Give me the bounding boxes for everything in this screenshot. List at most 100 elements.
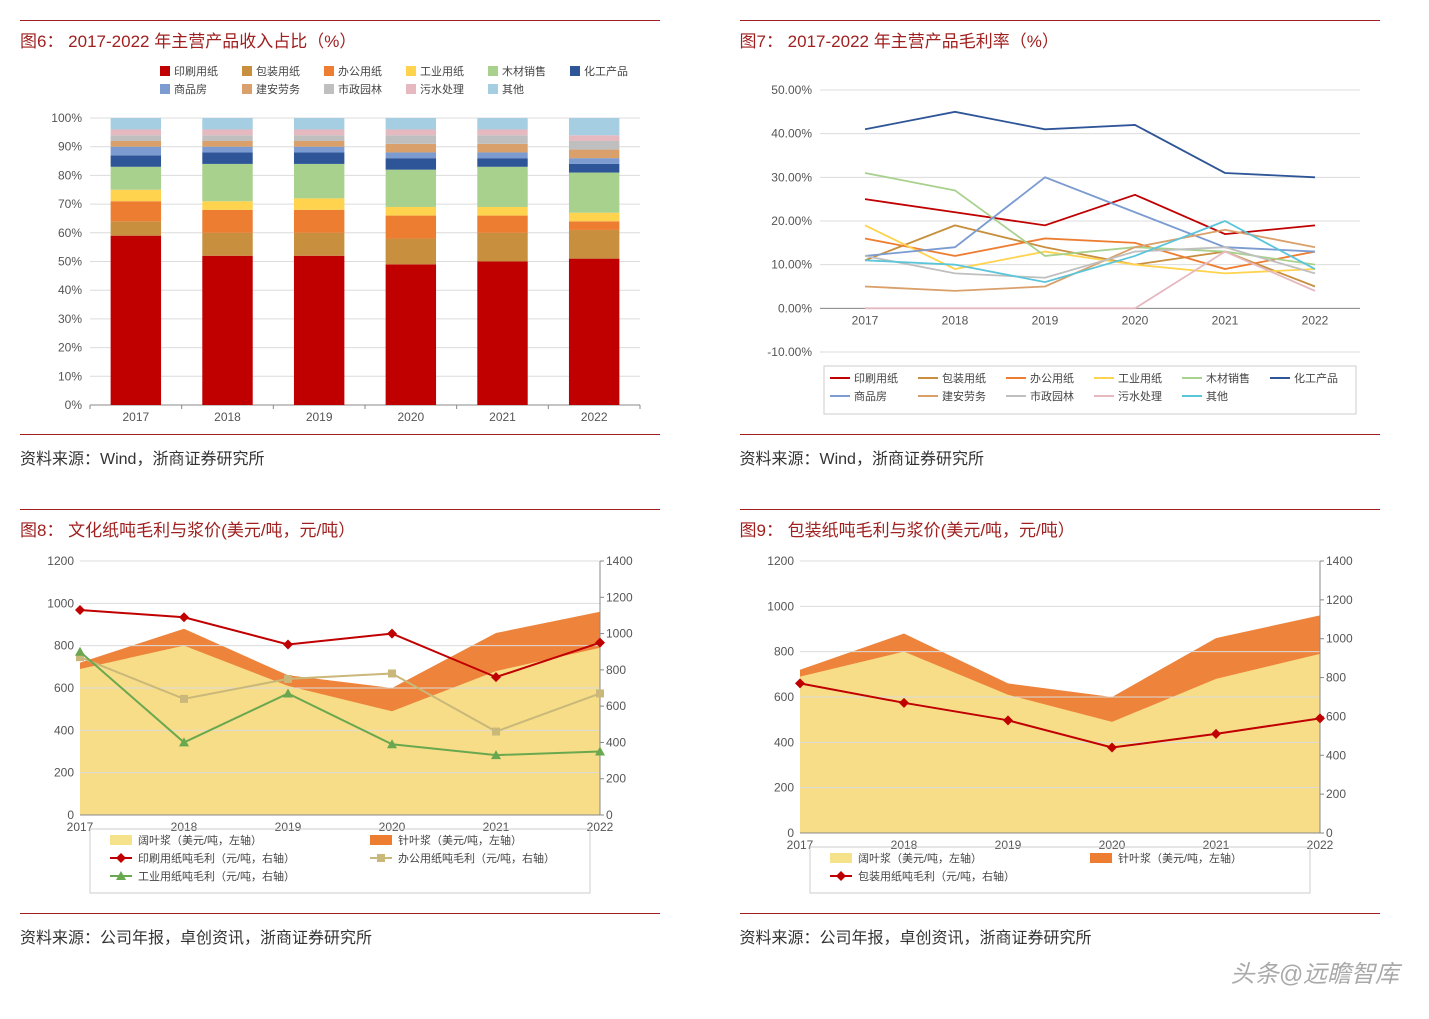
svg-text:1000: 1000 bbox=[767, 599, 794, 613]
svg-text:50%: 50% bbox=[58, 255, 82, 269]
svg-text:2019: 2019 bbox=[994, 838, 1021, 852]
svg-text:400: 400 bbox=[1326, 748, 1346, 762]
svg-text:2022: 2022 bbox=[581, 410, 608, 424]
svg-text:办公用纸: 办公用纸 bbox=[338, 65, 382, 78]
svg-text:建安劳务: 建安劳务 bbox=[942, 389, 986, 403]
svg-text:建安劳务: 建安劳务 bbox=[256, 82, 300, 96]
svg-text:2020: 2020 bbox=[1121, 313, 1148, 327]
svg-text:木材销售: 木材销售 bbox=[1206, 371, 1250, 385]
svg-text:2022: 2022 bbox=[1306, 838, 1333, 852]
fig8-title: 图8： 文化纸吨毛利与浆价(美元/吨，元/吨） bbox=[20, 509, 660, 541]
svg-text:市政园林: 市政园林 bbox=[1030, 389, 1074, 403]
svg-text:1400: 1400 bbox=[1326, 554, 1353, 568]
svg-text:2020: 2020 bbox=[397, 410, 424, 424]
figure-6: 图6： 2017-2022 年主营产品收入占比（%） 印刷用纸包装用纸办公用纸工… bbox=[20, 20, 660, 469]
svg-text:2020: 2020 bbox=[1098, 838, 1125, 852]
svg-text:包装用纸: 包装用纸 bbox=[942, 372, 986, 385]
svg-text:1200: 1200 bbox=[47, 554, 74, 568]
svg-text:1000: 1000 bbox=[1326, 632, 1353, 646]
svg-text:-10.00%: -10.00% bbox=[767, 345, 812, 359]
svg-text:800: 800 bbox=[606, 663, 626, 677]
svg-text:200: 200 bbox=[1326, 787, 1346, 801]
svg-text:工业用纸吨毛利（元/吨，右轴）: 工业用纸吨毛利（元/吨，右轴） bbox=[138, 869, 295, 883]
svg-text:2021: 2021 bbox=[1202, 838, 1229, 852]
svg-text:60%: 60% bbox=[58, 226, 82, 240]
svg-text:其他: 其他 bbox=[502, 83, 524, 96]
svg-text:0.00%: 0.00% bbox=[777, 301, 811, 315]
svg-text:包装用纸吨毛利（元/吨，右轴）: 包装用纸吨毛利（元/吨，右轴） bbox=[858, 869, 1015, 883]
svg-text:针叶浆（美元/吨，左轴）: 针叶浆（美元/吨，左轴） bbox=[398, 833, 522, 847]
fig8-chart: 0200400600800100012000200400600800100012… bbox=[20, 549, 660, 914]
svg-text:600: 600 bbox=[773, 690, 793, 704]
fig9-source: 资料来源：公司年报，卓创资讯，浙商证券研究所 bbox=[740, 924, 1380, 948]
svg-text:400: 400 bbox=[606, 735, 626, 749]
svg-text:2018: 2018 bbox=[171, 820, 198, 834]
svg-text:800: 800 bbox=[1326, 671, 1346, 685]
fig7-chart: -10.00%0.00%10.00%20.00%30.00%40.00%50.0… bbox=[740, 60, 1380, 435]
svg-text:30.00%: 30.00% bbox=[771, 170, 812, 184]
svg-text:其他: 其他 bbox=[1206, 390, 1228, 403]
svg-text:2017: 2017 bbox=[122, 410, 149, 424]
svg-text:0%: 0% bbox=[65, 398, 83, 412]
svg-text:50.00%: 50.00% bbox=[771, 83, 812, 97]
svg-text:2022: 2022 bbox=[587, 820, 614, 834]
figure-8: 图8： 文化纸吨毛利与浆价(美元/吨，元/吨） 0200400600800100… bbox=[20, 509, 660, 948]
svg-text:2019: 2019 bbox=[275, 820, 302, 834]
svg-text:木材销售: 木材销售 bbox=[502, 64, 546, 78]
svg-text:市政园林: 市政园林 bbox=[338, 82, 382, 96]
svg-text:10%: 10% bbox=[58, 369, 82, 383]
svg-text:20%: 20% bbox=[58, 341, 82, 355]
svg-text:2022: 2022 bbox=[1301, 313, 1328, 327]
svg-text:200: 200 bbox=[606, 772, 626, 786]
svg-text:1200: 1200 bbox=[1326, 593, 1353, 607]
svg-text:40%: 40% bbox=[58, 283, 82, 297]
svg-text:1000: 1000 bbox=[606, 627, 633, 641]
svg-text:办公用纸: 办公用纸 bbox=[1030, 372, 1074, 385]
svg-text:30%: 30% bbox=[58, 312, 82, 326]
svg-text:800: 800 bbox=[773, 645, 793, 659]
svg-text:90%: 90% bbox=[58, 140, 82, 154]
svg-text:2018: 2018 bbox=[890, 838, 917, 852]
svg-text:10.00%: 10.00% bbox=[771, 258, 812, 272]
svg-text:20.00%: 20.00% bbox=[771, 214, 812, 228]
svg-text:400: 400 bbox=[773, 735, 793, 749]
svg-text:2021: 2021 bbox=[483, 820, 510, 834]
figure-9: 图9： 包装纸吨毛利与浆价(美元/吨，元/吨） 0200400600800100… bbox=[740, 509, 1380, 948]
svg-text:200: 200 bbox=[54, 766, 74, 780]
svg-text:200: 200 bbox=[773, 781, 793, 795]
fig6-title: 图6： 2017-2022 年主营产品收入占比（%） bbox=[20, 20, 660, 52]
svg-text:1000: 1000 bbox=[47, 596, 74, 610]
fig9-chart: 0200400600800100012000200400600800100012… bbox=[740, 549, 1380, 914]
fig6-chart: 印刷用纸包装用纸办公用纸工业用纸木材销售化工产品商品房建安劳务市政园林污水处理其… bbox=[20, 60, 660, 435]
svg-text:印刷用纸: 印刷用纸 bbox=[854, 372, 898, 385]
svg-text:1200: 1200 bbox=[767, 554, 794, 568]
svg-text:600: 600 bbox=[1326, 709, 1346, 723]
svg-text:80%: 80% bbox=[58, 168, 82, 182]
svg-text:2019: 2019 bbox=[306, 410, 333, 424]
svg-text:阔叶浆（美元/吨，左轴）: 阔叶浆（美元/吨，左轴） bbox=[138, 833, 262, 847]
svg-text:400: 400 bbox=[54, 723, 74, 737]
svg-text:1200: 1200 bbox=[606, 590, 633, 604]
watermark: 头条@远瞻智库 bbox=[1231, 954, 1399, 989]
svg-text:2018: 2018 bbox=[941, 313, 968, 327]
svg-text:1400: 1400 bbox=[606, 554, 633, 568]
figure-7: 图7： 2017-2022 年主营产品毛利率（%） -10.00%0.00%10… bbox=[740, 20, 1380, 469]
fig7-source: 资料来源：Wind，浙商证券研究所 bbox=[740, 445, 1380, 469]
svg-text:针叶浆（美元/吨，左轴）: 针叶浆（美元/吨，左轴） bbox=[1118, 851, 1242, 865]
svg-text:2019: 2019 bbox=[1031, 313, 1058, 327]
svg-text:办公用纸吨毛利（元/吨，右轴）: 办公用纸吨毛利（元/吨，右轴） bbox=[398, 851, 555, 865]
svg-text:污水处理: 污水处理 bbox=[1118, 390, 1162, 403]
svg-text:包装用纸: 包装用纸 bbox=[256, 65, 300, 78]
svg-text:2020: 2020 bbox=[379, 820, 406, 834]
svg-text:70%: 70% bbox=[58, 197, 82, 211]
fig9-title: 图9： 包装纸吨毛利与浆价(美元/吨，元/吨） bbox=[740, 509, 1380, 541]
svg-text:阔叶浆（美元/吨，左轴）: 阔叶浆（美元/吨，左轴） bbox=[858, 851, 982, 865]
svg-text:600: 600 bbox=[606, 699, 626, 713]
svg-text:工业用纸: 工业用纸 bbox=[1118, 372, 1162, 385]
svg-text:工业用纸: 工业用纸 bbox=[420, 65, 464, 78]
svg-text:2021: 2021 bbox=[1211, 313, 1238, 327]
svg-text:100%: 100% bbox=[51, 111, 82, 125]
svg-text:印刷用纸吨毛利（元/吨，右轴）: 印刷用纸吨毛利（元/吨，右轴） bbox=[138, 851, 295, 865]
svg-text:2018: 2018 bbox=[214, 410, 241, 424]
svg-text:化工产品: 化工产品 bbox=[584, 64, 628, 78]
